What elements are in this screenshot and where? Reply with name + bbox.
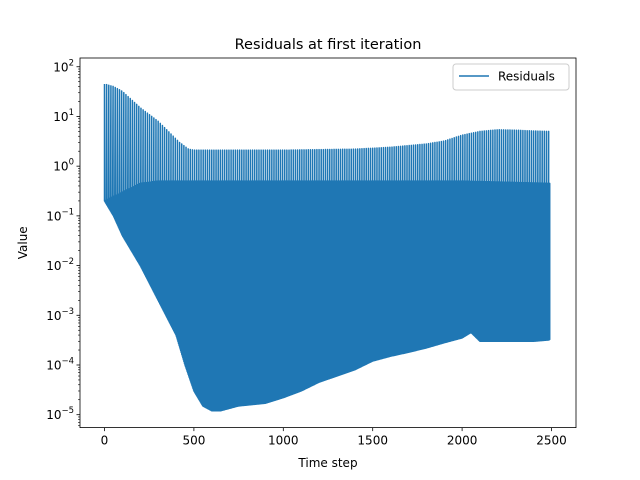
y-tick-label: 10−2	[46, 257, 74, 273]
x-axis: 0 500 1000 1500 2000 2500	[101, 427, 567, 448]
y-tick-label: 10−3	[46, 307, 74, 323]
x-tick-label: 1500	[357, 434, 388, 448]
y-tick-label: 10−4	[46, 356, 74, 372]
y-tick-label: 10−5	[46, 406, 74, 422]
y-axis: 10−5 10−4 10−3 10−2 10−1 100 101 102	[46, 58, 80, 427]
axes-frame	[79, 57, 577, 429]
plot-area	[103, 83, 551, 412]
legend-box	[452, 63, 570, 91]
x-tick-label: 0	[101, 434, 109, 448]
y-tick-label: 100	[53, 158, 74, 174]
y-tick-label: 101	[53, 108, 74, 124]
x-axis-label: Time step	[297, 456, 357, 470]
legend: Residuals	[452, 63, 570, 91]
legend-label-residuals: Residuals	[498, 70, 555, 84]
y-tick-label: 102	[53, 58, 74, 74]
y-axis-label: Value	[16, 226, 30, 259]
x-tick-label: 1000	[268, 434, 299, 448]
x-tick-label: 2000	[447, 434, 478, 448]
y-tick-label: 10−1	[46, 207, 74, 223]
x-tick-label: 500	[182, 434, 205, 448]
residuals-series-line	[103, 83, 551, 412]
x-tick-label: 2500	[536, 434, 567, 448]
chart-title: Residuals at first iteration	[235, 37, 422, 53]
